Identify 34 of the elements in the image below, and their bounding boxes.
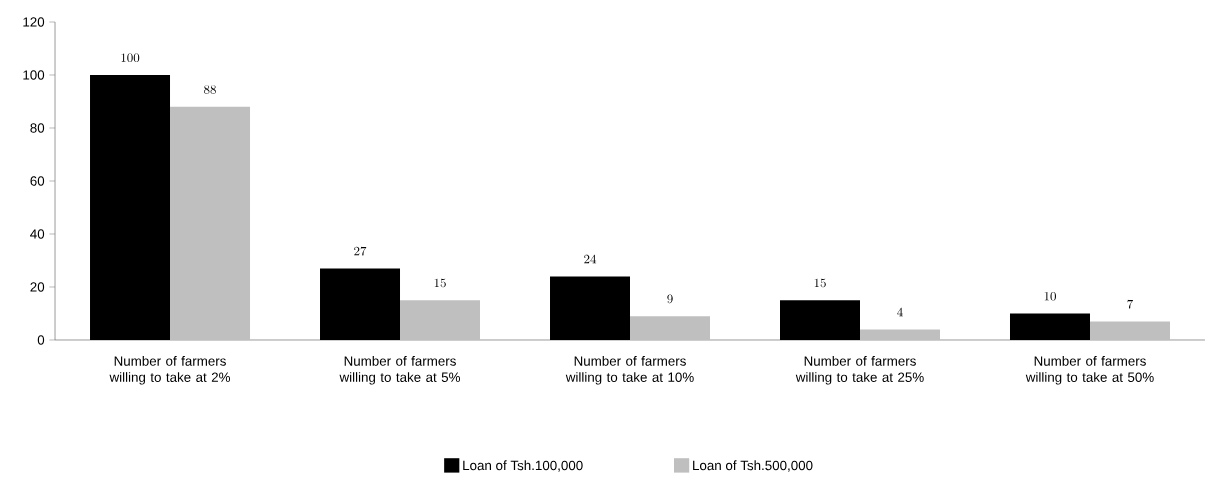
x-tick-label: Number of farmers willing to take at 50% — [1025, 355, 1154, 385]
data-label: 88 — [204, 85, 216, 94]
data-label: 27 — [354, 246, 367, 256]
y-tick-label: 40 — [30, 229, 45, 239]
bar — [90, 74, 171, 340]
x-tick-label: Number of farmers willing to take at 2% — [109, 355, 231, 385]
data-label: 9 — [667, 294, 673, 304]
bar — [1090, 321, 1170, 340]
data-label: 100 — [121, 53, 140, 63]
bar — [400, 300, 481, 340]
y-tick-label: 20 — [30, 282, 45, 292]
data-label: 24 — [584, 254, 597, 264]
bar — [1010, 313, 1090, 340]
data-label: 15 — [434, 278, 446, 288]
x-tick-label: Number of farmers willing to take at 5% — [339, 355, 461, 385]
y-tick-label: 120 — [23, 17, 45, 27]
data-label: 15 — [814, 278, 826, 288]
data-label: 7 — [1127, 299, 1134, 309]
bar — [170, 106, 251, 340]
bar — [780, 300, 860, 340]
data-label: 4 — [897, 307, 903, 317]
legend-label: Loan of Tsh.500,000 — [693, 460, 813, 472]
bar — [860, 329, 940, 340]
y-tick-label: 60 — [30, 176, 45, 186]
data-label: 10 — [1044, 291, 1056, 301]
x-tick-label: Number of farmers willing to take at 10% — [565, 355, 694, 385]
bar — [320, 268, 401, 340]
bar — [550, 276, 630, 340]
y-tick-label: 0 — [37, 335, 45, 345]
bar — [630, 316, 711, 340]
legend-label: Loan of Tsh.100,000 — [463, 460, 583, 472]
y-tick-label: 100 — [23, 70, 45, 80]
x-tick-label: Number of farmers willing to take at 25% — [795, 355, 924, 385]
y-tick-label: 80 — [30, 123, 45, 133]
